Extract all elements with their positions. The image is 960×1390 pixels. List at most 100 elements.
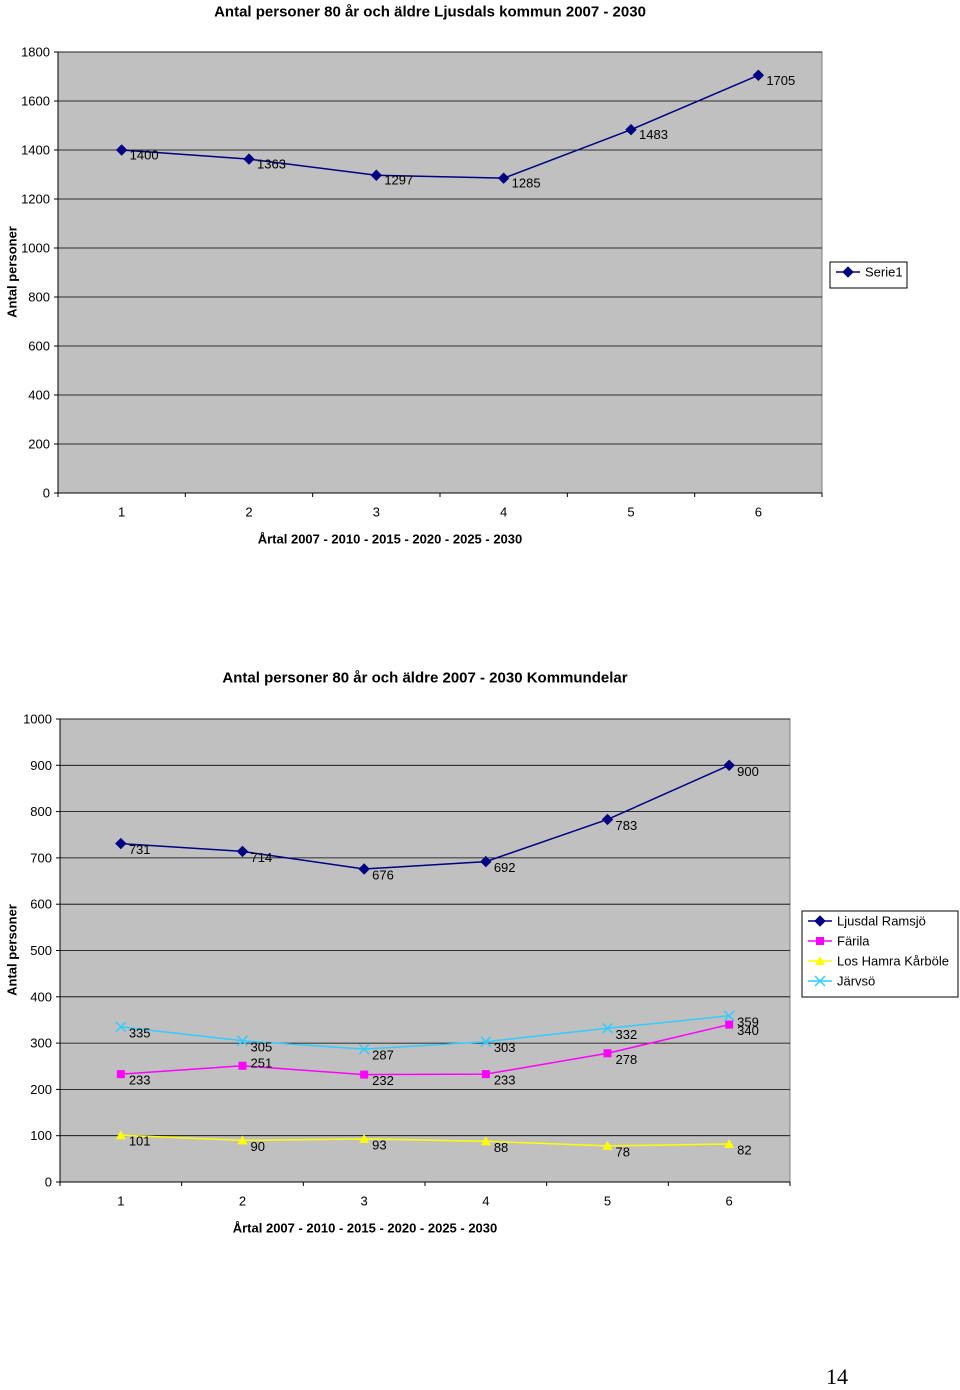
data-label: 278 <box>616 1052 638 1067</box>
y-tick-label: 100 <box>30 1128 52 1143</box>
data-point <box>480 1036 492 1048</box>
data-point <box>115 144 128 156</box>
y-tick-label: 1200 <box>21 192 50 207</box>
x-tick-label: 1 <box>118 505 125 520</box>
y-tick-label: 0 <box>45 1175 52 1190</box>
y-tick-label: 1000 <box>23 712 52 727</box>
legend-item: Färila <box>808 934 870 949</box>
data-point <box>480 1136 491 1146</box>
legend-label: Serie1 <box>865 265 903 280</box>
data-point <box>481 1070 490 1079</box>
data-point <box>625 123 637 136</box>
y-tick-label: 500 <box>30 943 52 958</box>
data-point <box>243 153 255 165</box>
y-tick-label: 200 <box>28 437 50 452</box>
series-los-hamra-k-rb-le: 101 90 93 88 78 82 <box>115 1130 752 1159</box>
y-tick-label: 200 <box>30 1082 52 1097</box>
data-point <box>603 1049 612 1058</box>
data-label: 1297 <box>384 173 413 188</box>
series-serie1: 1400 1363 1297 1285 1483 1705 <box>115 69 795 191</box>
series-f-rila: 233 251 232 233 278 340 <box>116 1020 759 1088</box>
y-tick-label: 900 <box>30 758 52 773</box>
y-tick-label: 400 <box>28 388 50 403</box>
data-label: 731 <box>129 842 151 857</box>
data-label: 82 <box>737 1143 751 1158</box>
series-line <box>120 1023 730 1076</box>
series-j-rvs-: 335 305 287 303 332 359 <box>115 1010 759 1063</box>
data-point <box>116 1070 125 1079</box>
x-tick-label: 5 <box>604 1194 611 1209</box>
legend-marker <box>815 956 825 965</box>
data-label: 233 <box>494 1073 516 1088</box>
data-point <box>601 813 614 826</box>
series-line <box>120 764 730 870</box>
data-label: 1285 <box>512 176 541 191</box>
data-label: 332 <box>616 1027 638 1042</box>
legend-marker <box>814 975 826 987</box>
chart-1: Antal personer 80 år och äldre Ljusdals … <box>5 4 908 547</box>
data-point <box>480 855 492 868</box>
x-tick-label: 4 <box>500 505 507 520</box>
y-tick-label: 800 <box>28 290 50 305</box>
y-tick-label: 0 <box>43 486 50 501</box>
data-point <box>723 759 735 772</box>
x-axis-label: Årtal 2007 - 2010 - 2015 - 2020 - 2025 -… <box>258 532 523 547</box>
legend: Ljusdal Ramsjö Färila Los Hamra Kårböle Jär… <box>801 910 959 998</box>
legend: Serie1 <box>829 261 908 289</box>
y-tick-label: 1800 <box>21 45 50 60</box>
x-tick-label: 3 <box>373 505 380 520</box>
data-label: 287 <box>372 1048 394 1063</box>
data-label: 714 <box>251 850 273 865</box>
y-tick-label: 600 <box>28 339 50 354</box>
y-tick-label: 600 <box>30 897 52 912</box>
data-point <box>236 845 249 858</box>
y-tick-label: 1000 <box>21 241 50 256</box>
series-line <box>120 1015 730 1050</box>
x-tick-label: 6 <box>755 505 762 520</box>
legend-box <box>801 910 959 998</box>
data-point <box>358 1043 370 1055</box>
data-label: 305 <box>251 1039 273 1054</box>
x-tick-label: 6 <box>726 1194 733 1209</box>
legend-item: Järvsö <box>808 974 875 989</box>
legend-marker <box>814 915 826 927</box>
data-label: 1705 <box>766 73 795 88</box>
series-line <box>120 1134 730 1147</box>
y-tick-label: 300 <box>30 1036 52 1051</box>
chart-2: Antal personer 80 år och äldre 2007 - 20… <box>5 670 959 1236</box>
x-axis-label: Årtal 2007 - 2010 - 2015 - 2020 - 2025 -… <box>233 1221 498 1236</box>
data-point <box>360 1070 369 1079</box>
data-label: 1363 <box>257 157 286 172</box>
x-tick-label: 2 <box>239 1194 246 1209</box>
x-tick-label: 1 <box>117 1194 124 1209</box>
legend-label: Järvsö <box>837 974 875 989</box>
data-label: 90 <box>251 1139 265 1154</box>
legend-item: Los Hamra Kårböle <box>808 954 949 969</box>
y-tick-label: 1400 <box>21 143 50 158</box>
data-point <box>237 1135 248 1145</box>
y-tick-label: 800 <box>30 804 52 819</box>
data-label: 251 <box>251 1055 273 1070</box>
data-label: 676 <box>372 868 394 883</box>
data-point <box>497 172 510 184</box>
data-label: 1483 <box>639 127 668 142</box>
y-tick-label: 700 <box>30 850 52 865</box>
legend-label: Los Hamra Kårböle <box>837 954 949 969</box>
data-label: 303 <box>494 1040 516 1055</box>
plot-area <box>57 51 823 494</box>
data-point <box>724 1139 735 1149</box>
data-point <box>236 1035 249 1047</box>
x-tick-label: 3 <box>361 1194 368 1209</box>
data-label: 1400 <box>130 148 159 163</box>
data-point <box>115 837 127 850</box>
data-label: 101 <box>129 1134 151 1149</box>
data-point <box>115 1021 127 1033</box>
y-tick-label: 1600 <box>21 94 50 109</box>
legend-label: Ljusdal Ramsjö <box>837 914 926 929</box>
data-label: 88 <box>494 1140 508 1155</box>
data-label: 359 <box>737 1014 759 1029</box>
data-point <box>725 1020 734 1029</box>
series-ljusdal-ramsj-: 731 714 676 692 783 900 <box>115 759 759 883</box>
y-axis-label: Antal personer <box>5 904 20 996</box>
